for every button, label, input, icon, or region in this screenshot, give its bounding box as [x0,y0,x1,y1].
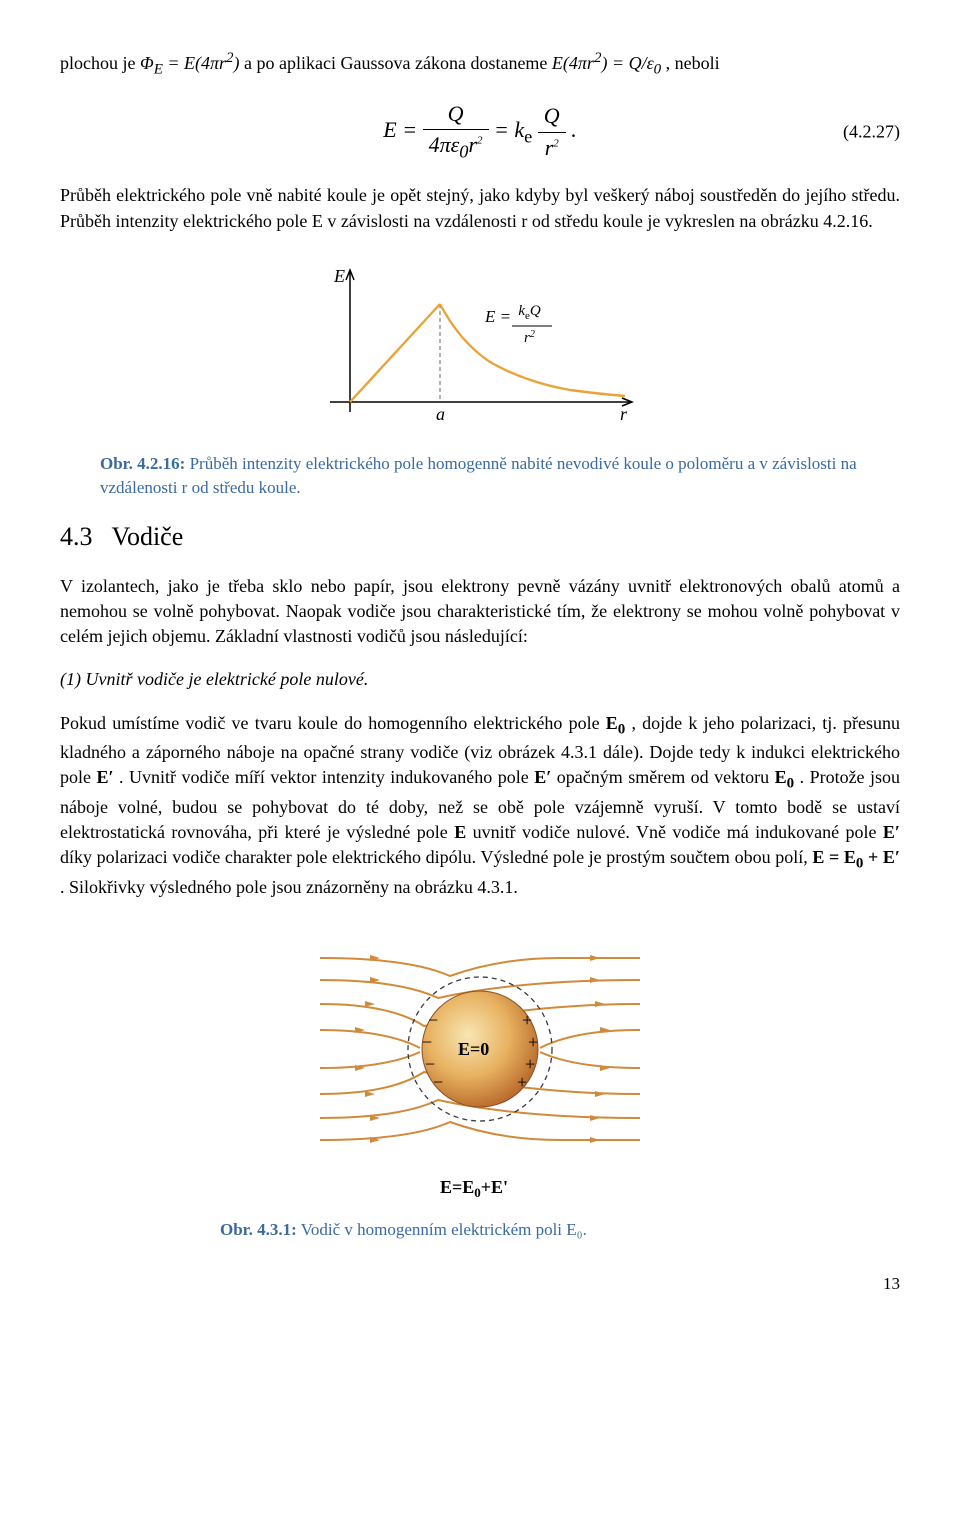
minus-sign-2: − [422,1032,432,1052]
equation-number: (4.2.27) [843,119,900,144]
para4-seg-a3: . Uvnitř vodiče míří vektor intenzity in… [119,767,534,787]
inline-eq-1: ΦE = E(4πr2) [140,53,240,73]
label-e-zero: E=0 [458,1039,489,1059]
para-4: Pokud umístíme vodič ve tvaru koule do h… [60,711,900,901]
figure-4-2-16-caption: Obr. 4.2.16: Průběh intenzity elektrické… [60,452,900,500]
plus-sign-1: + [522,1010,532,1030]
minus-sign-1: − [428,1010,438,1030]
caption-label-1: Obr. 4.2.16: [100,454,185,473]
para4-seg-a8: . Silokřivky výsledného pole jsou znázor… [60,877,518,897]
x-axis-label: r [620,404,628,424]
equation-block-4-2-27: E = Q 4πε0r2 = ke Q r2 . (4.2.27) [60,99,900,166]
figure-4-3-1: − − − − + + + + E=0 E=E0+E' [300,918,660,1208]
caption-text-1: Průběh intenzity elektrického pole homog… [100,454,857,497]
figure-4-3-1-caption: Obr. 4.3.1: Vodič v homogenním elektrick… [60,1218,900,1242]
bold-eq-sum: E = E0 + E′ [812,847,900,867]
para-2: Průběh elektrického pole vně nabité koul… [60,183,900,233]
bold-Eprime-1: E′ [96,767,113,787]
label-e-sum: E=E0+E' [440,1177,508,1200]
equation-4-2-27: E = Q 4πε0r2 = ke Q r2 . [383,117,576,142]
section-number: 4.3 [60,522,93,551]
bold-E0-1: E0 [606,713,626,733]
caption-label-2: Obr. 4.3.1: [220,1220,297,1239]
plus-sign-2: + [528,1032,538,1052]
para1-text-a: plochou je [60,53,140,73]
page-number: 13 [60,1272,900,1296]
plus-sign-4: + [517,1072,527,1092]
minus-sign-4: − [433,1072,443,1092]
para1-text-c: , neboli [666,53,720,73]
para-3: V izolantech, jako je třeba sklo nebo pa… [60,574,900,650]
formula-denominator: r2 [524,329,535,346]
inline-eq-2: E(4πr2) = Q/ε0 [552,53,661,73]
bold-E0-2: E0 [775,767,795,787]
para4-seg-a7: díky polarizaci vodiče charakter pole el… [60,847,812,867]
para4-seg-a4: opačným směrem od vektoru [557,767,775,787]
section-title: Vodiče [112,522,184,551]
section-heading-4-3: 4.3 Vodiče [60,519,900,555]
minus-sign-3: − [425,1054,435,1074]
para-1: plochou je ΦE = E(4πr2) a po aplikaci Ga… [60,48,900,81]
para1-text-b: a po aplikaci Gaussova zákona dostaneme [244,53,552,73]
bold-E-1: E [454,822,466,842]
curve-formula-label: E = keQ [484,303,541,326]
bold-Eprime-3: E′ [883,822,900,842]
caption-text-2: Vodič v homogenním elektrickém poli E₀. [301,1220,587,1239]
bold-Eprime-2: E′ [534,767,551,787]
para4-seg-a: Pokud umístíme vodič ve tvaru koule do h… [60,713,606,733]
property-1: (1) Uvnitř vodiče je elektrické pole nul… [60,667,900,692]
plus-sign-3: + [525,1054,535,1074]
figure-4-2-16: E r a E = keQ r2 [300,252,660,442]
a-tick-label: a [436,404,445,424]
y-axis-label: E [333,266,345,286]
curve-rising [350,304,440,402]
para4-seg-a6: uvnitř vodiče nulové. Vně vodiče má indu… [473,822,883,842]
